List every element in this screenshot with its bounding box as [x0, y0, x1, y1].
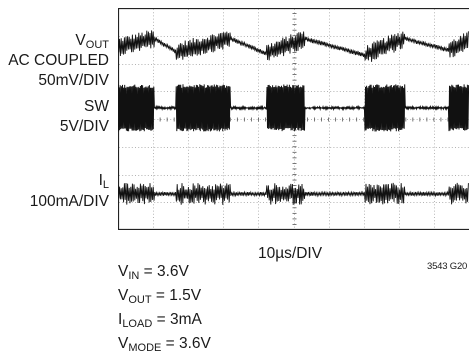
il-scale-label: 100mA/DIV	[30, 193, 109, 211]
sw-label: SW	[84, 98, 109, 116]
condition-vin: VIN = 3.6V	[118, 262, 211, 286]
figure-number: 3543 G20	[427, 261, 467, 272]
scope-svg	[118, 8, 469, 230]
timebase-label: 10µs/DIV	[258, 245, 322, 263]
scope-plot	[118, 8, 469, 230]
test-conditions: VIN = 3.6V VOUT = 1.5V ILOAD = 3mA VMODE…	[118, 262, 211, 358]
il-label: IL	[99, 172, 109, 194]
il-trace	[118, 183, 468, 205]
condition-iload: ILOAD = 3mA	[118, 310, 211, 334]
condition-vout: VOUT = 1.5V	[118, 286, 211, 310]
vout-scale-label: 50mV/DIV	[38, 72, 109, 90]
vout-label: VOUT	[75, 32, 109, 54]
vout-trace	[118, 30, 468, 62]
condition-vmode: VMODE = 3.6V	[118, 334, 211, 358]
sw-scale-label: 5V/DIV	[60, 118, 109, 136]
vout-coupling-label: AC COUPLED	[8, 52, 109, 70]
